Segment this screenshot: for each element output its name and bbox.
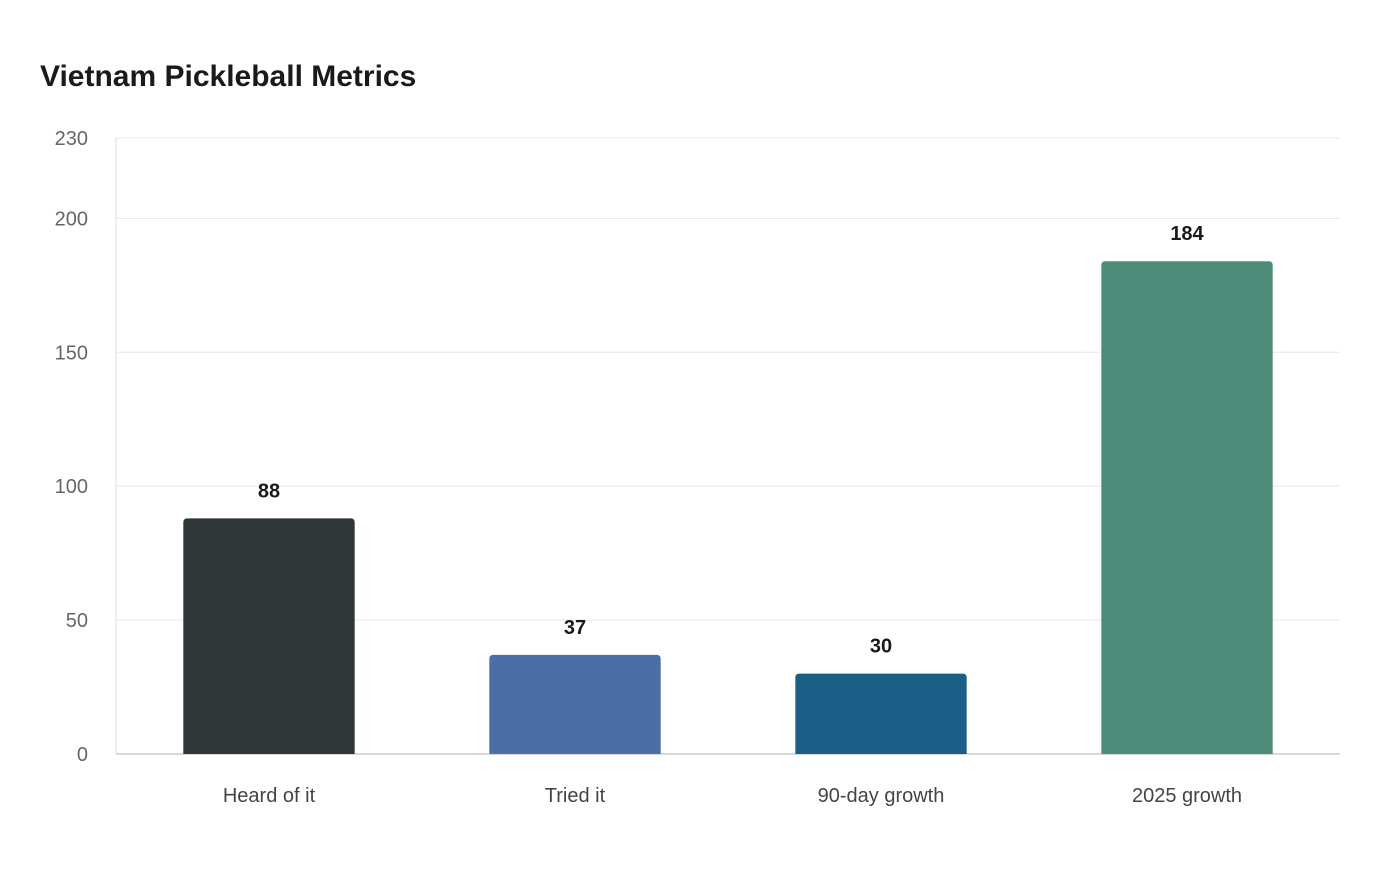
y-tick-label: 50 — [66, 610, 88, 632]
x-category-label: 90-day growth — [818, 785, 945, 807]
bar-value-label: 88 — [258, 480, 280, 502]
y-tick-label: 150 — [55, 342, 88, 364]
data-labels: 88 37 30 184 — [258, 223, 1205, 657]
bars — [183, 261, 1273, 754]
x-category-label: Heard of it — [223, 785, 316, 807]
bar — [183, 518, 355, 754]
bar-value-label: 184 — [1170, 223, 1204, 245]
chart-title: Vietnam Pickleball Metrics — [40, 60, 417, 93]
bar-value-label: 30 — [870, 636, 892, 658]
category-labels: Heard of it Tried it 90-day growth 2025 gro… — [223, 785, 1242, 807]
bar — [795, 673, 967, 754]
y-tick-label: 200 — [55, 208, 88, 230]
y-tick-label: 230 — [55, 128, 88, 150]
y-tick-label: 100 — [55, 476, 88, 498]
y-axis-ticks: 0 50 100 150 200 230 — [55, 128, 88, 766]
x-category-label: 2025 growth — [1132, 785, 1242, 807]
bar-value-label: 37 — [564, 617, 586, 639]
x-category-label: Tried it — [545, 785, 606, 807]
bar — [1101, 261, 1273, 754]
bar — [489, 654, 661, 754]
y-tick-label: 0 — [77, 744, 88, 766]
